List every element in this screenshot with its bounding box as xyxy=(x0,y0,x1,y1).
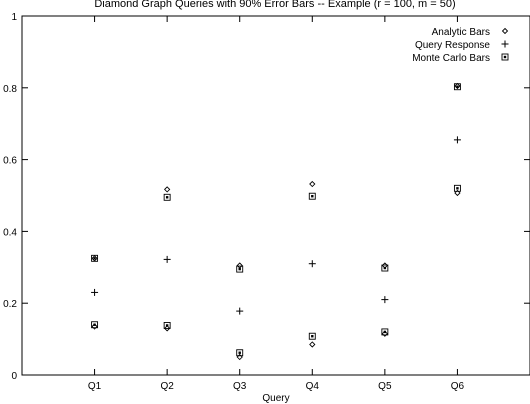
legend-marker-monte-carlo-bars xyxy=(501,53,509,61)
chart-title: Diamond Graph Queries with 90% Error Bar… xyxy=(94,0,455,10)
plot-frame xyxy=(21,15,530,376)
analytic-bars-point xyxy=(309,180,316,188)
analytic-bars-point xyxy=(454,82,461,90)
monte-carlo-bars-point xyxy=(236,349,244,357)
analytic-bars-point xyxy=(164,325,171,332)
monte-carlo-bars-point xyxy=(163,193,171,201)
query-response-point xyxy=(381,296,389,304)
y-tick-label: 0.4 xyxy=(3,227,17,238)
monte-carlo-bars-point xyxy=(236,265,244,273)
legend: Analytic Bars Query Response Monte Carlo B… xyxy=(412,27,509,64)
query-response-point xyxy=(308,260,316,268)
legend-marker-query-response xyxy=(501,40,509,48)
analytic-bars-point xyxy=(381,330,388,337)
y-tick-label: 1 xyxy=(11,12,17,23)
x-tick-label: Q5 xyxy=(378,381,392,392)
analytic-bars-point xyxy=(309,341,316,348)
x-tick-label: Q2 xyxy=(160,381,174,392)
legend-marker-analytic-bars xyxy=(501,27,509,35)
x-axis-ticks: Q1 Q2 Q3 Q4 Q5 Q6 xyxy=(88,16,465,392)
monte-carlo-bars-point xyxy=(91,321,99,329)
query-response-point xyxy=(236,307,244,315)
y-tick-label: 0.6 xyxy=(3,156,17,167)
x-tick-label: Q1 xyxy=(88,381,102,392)
legend-label-analytic-bars: Analytic Bars xyxy=(432,27,490,38)
x-tick-label: Q3 xyxy=(233,381,247,392)
monte-carlo-bars-point xyxy=(163,322,171,329)
x-tick-label: Q4 xyxy=(306,381,320,392)
y-axis-ticks: 0 0.2 0.4 0.6 0.8 1 xyxy=(3,12,530,382)
legend-label-query-response: Query Response xyxy=(415,40,490,51)
analytic-bars-point xyxy=(454,189,461,197)
monte-carlo-bars-point xyxy=(308,332,316,340)
monte-carlo-bars-point xyxy=(308,192,316,200)
analytic-bars-point xyxy=(164,186,171,193)
x-axis-label: Query xyxy=(262,393,289,404)
monte-carlo-bars-point xyxy=(91,254,99,262)
analytic-bars-point xyxy=(236,262,243,269)
analytic-bars-point xyxy=(91,255,98,262)
monte-carlo-bars-point xyxy=(453,184,461,192)
y-tick-label: 0.8 xyxy=(3,84,17,95)
query-response-point xyxy=(91,288,99,296)
query-response-point xyxy=(453,136,461,144)
x-tick-label: Q6 xyxy=(451,381,465,392)
monte-carlo-bars-point xyxy=(453,83,461,91)
analytic-bars-point xyxy=(91,323,98,330)
data-points xyxy=(91,82,461,361)
legend-label-monte-carlo-bars: Monte Carlo Bars xyxy=(412,53,490,64)
y-tick-label: 0 xyxy=(11,371,17,382)
analytic-bars-point xyxy=(236,353,243,361)
monte-carlo-bars-point xyxy=(381,264,389,272)
query-response-point xyxy=(163,255,171,263)
monte-carlo-bars-point xyxy=(381,328,389,336)
y-tick-label: 0.2 xyxy=(3,299,17,310)
